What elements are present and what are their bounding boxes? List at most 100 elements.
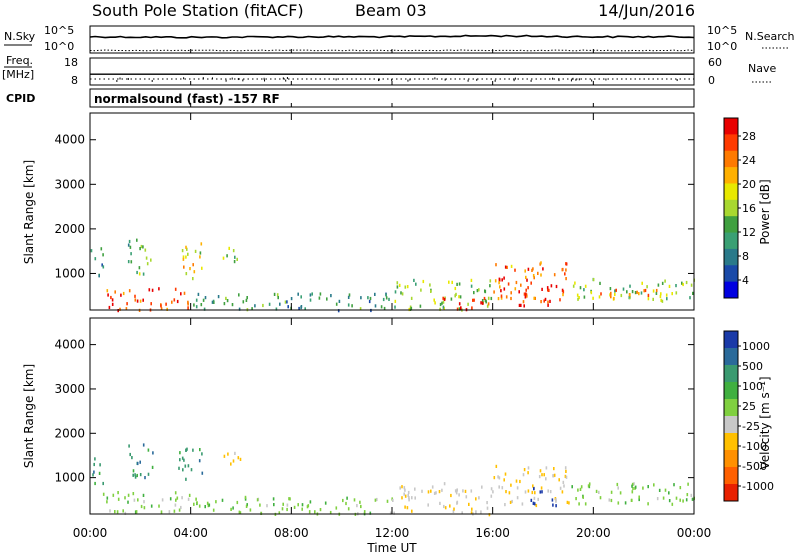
data-cell bbox=[592, 278, 595, 282]
data-cell bbox=[94, 457, 96, 461]
nave-dot bbox=[513, 79, 515, 82]
power-colorbar-tick-label: 8 bbox=[742, 250, 749, 263]
data-cell bbox=[647, 485, 649, 489]
power-colorbar-tick-label: 20 bbox=[742, 178, 756, 191]
data-cell bbox=[394, 305, 396, 309]
data-cell bbox=[150, 258, 152, 262]
data-cell bbox=[610, 490, 613, 494]
data-cell bbox=[348, 293, 351, 297]
data-cell bbox=[173, 509, 176, 513]
power-panel-frame bbox=[89, 112, 695, 311]
data-cell bbox=[462, 489, 464, 493]
data-cell bbox=[185, 255, 187, 259]
data-cell bbox=[444, 506, 447, 510]
data-cell bbox=[301, 503, 304, 507]
data-cell bbox=[638, 497, 640, 502]
data-cell bbox=[534, 491, 536, 495]
data-cell bbox=[287, 305, 289, 309]
data-cell bbox=[131, 456, 133, 460]
data-cell bbox=[490, 296, 493, 301]
y-tick-label: 3000 bbox=[54, 177, 85, 191]
data-cell bbox=[531, 490, 534, 495]
data-cell bbox=[368, 299, 371, 304]
data-cell bbox=[142, 245, 144, 249]
data-cell bbox=[136, 473, 138, 478]
data-cell bbox=[494, 279, 497, 283]
time-axis-labels: 00:00 04:00 08:00 12:00 16:00 20:00 00:00 bbox=[73, 526, 712, 540]
data-cell bbox=[183, 458, 185, 462]
data-cell bbox=[658, 488, 661, 492]
data-cell bbox=[374, 304, 377, 308]
freq-right-tick-bottom: 0 bbox=[708, 74, 715, 87]
data-cell bbox=[138, 266, 141, 270]
data-cell bbox=[433, 298, 435, 302]
data-cell bbox=[442, 305, 445, 309]
velocity-y-ticks: 1000 2000 3000 4000 bbox=[54, 338, 694, 485]
data-cell bbox=[527, 489, 530, 493]
data-cell bbox=[187, 497, 190, 501]
data-cell bbox=[142, 272, 145, 276]
data-cell bbox=[180, 292, 182, 296]
data-cell bbox=[427, 490, 430, 494]
data-cell bbox=[478, 288, 480, 292]
data-cell bbox=[232, 249, 235, 253]
data-cell bbox=[259, 503, 261, 507]
data-cell bbox=[552, 503, 554, 507]
cpid-value: normalsound (fast) -157 RF bbox=[94, 92, 280, 106]
data-cell bbox=[524, 269, 526, 273]
data-cell bbox=[620, 293, 623, 298]
data-cell bbox=[201, 266, 203, 270]
data-cell bbox=[238, 293, 240, 297]
data-cell bbox=[94, 257, 97, 261]
data-cell bbox=[419, 304, 422, 308]
data-cell bbox=[347, 303, 350, 307]
data-cell bbox=[541, 287, 543, 291]
data-cell bbox=[290, 297, 293, 301]
data-cell bbox=[415, 282, 417, 286]
data-cell bbox=[633, 482, 635, 486]
power-colorbar-tick-label: 16 bbox=[742, 202, 756, 215]
data-cell bbox=[490, 487, 493, 491]
velocity-data-cells bbox=[92, 443, 695, 517]
data-cell bbox=[448, 280, 450, 284]
data-cell bbox=[122, 509, 124, 513]
data-cell bbox=[631, 482, 634, 486]
data-cell bbox=[199, 251, 202, 255]
data-cell bbox=[652, 289, 655, 293]
data-cell bbox=[595, 489, 598, 493]
data-cell bbox=[531, 268, 533, 272]
data-cell bbox=[534, 296, 536, 300]
data-cell bbox=[136, 238, 138, 242]
data-cell bbox=[187, 306, 189, 310]
data-cell bbox=[169, 497, 172, 501]
data-cell bbox=[657, 283, 660, 287]
nave-dot bbox=[605, 78, 607, 81]
data-cell bbox=[143, 500, 145, 504]
data-cell bbox=[549, 490, 552, 494]
data-cell bbox=[590, 291, 593, 295]
data-cell bbox=[380, 305, 383, 309]
data-cell bbox=[134, 294, 136, 298]
data-cell bbox=[498, 281, 500, 285]
data-cell bbox=[475, 497, 477, 501]
data-cell bbox=[499, 285, 501, 289]
data-cell bbox=[289, 497, 291, 501]
data-cell bbox=[144, 248, 147, 252]
y-tick-label: 2000 bbox=[54, 222, 85, 236]
data-cell bbox=[193, 270, 196, 274]
data-cell bbox=[175, 498, 177, 502]
data-cell bbox=[201, 452, 203, 456]
data-cell bbox=[655, 288, 658, 293]
data-cell bbox=[134, 510, 137, 514]
data-cell bbox=[213, 300, 215, 304]
data-cell bbox=[140, 244, 143, 249]
data-cell bbox=[690, 493, 693, 497]
data-cell bbox=[584, 284, 587, 288]
data-cell bbox=[546, 286, 549, 290]
data-cell bbox=[661, 281, 664, 285]
data-cell bbox=[616, 482, 619, 487]
data-cell bbox=[98, 274, 100, 278]
nave-label: Nave bbox=[748, 62, 776, 75]
data-cell bbox=[555, 499, 557, 503]
data-cell bbox=[587, 484, 590, 488]
